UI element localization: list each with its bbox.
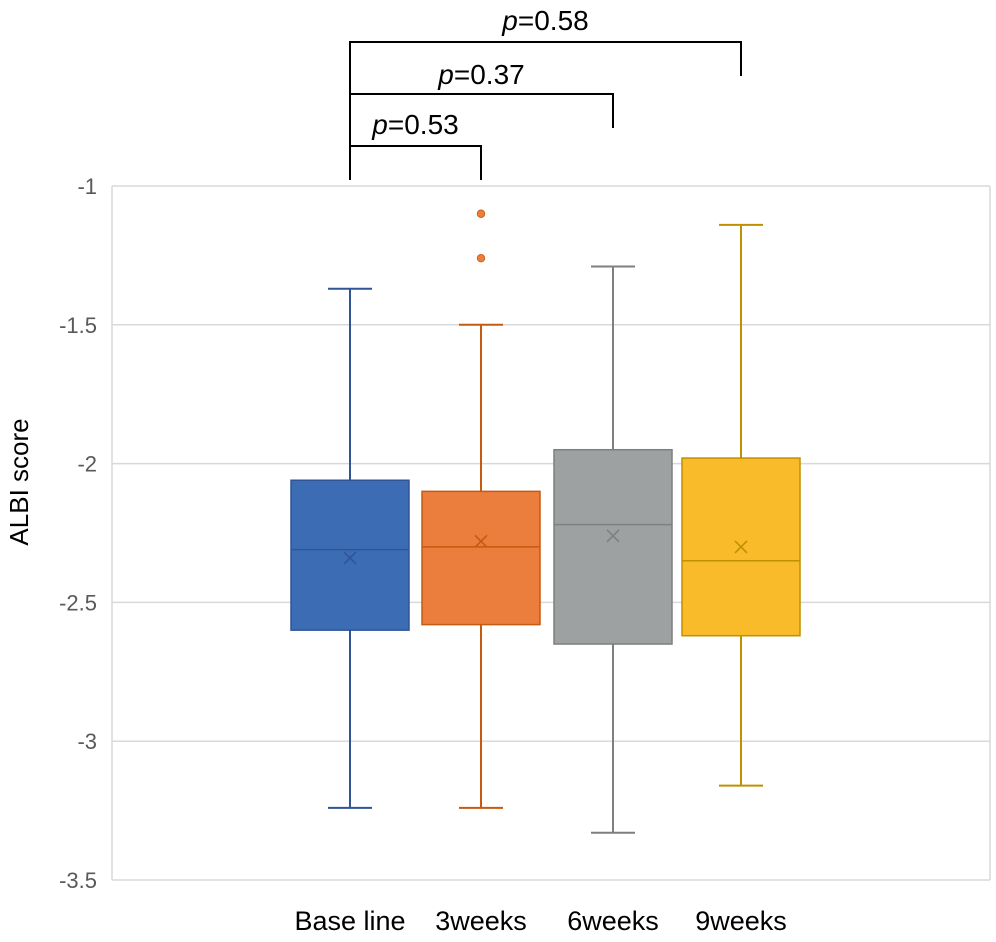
p-symbol: p xyxy=(501,5,518,36)
mean-marker-stroke xyxy=(474,534,488,548)
y-axis-title: ALBI score xyxy=(4,418,34,545)
p-value: =0.53 xyxy=(388,109,459,140)
y-tick-label: -2 xyxy=(77,452,97,477)
mean-marker-stroke xyxy=(734,540,748,554)
p-symbol: p xyxy=(371,109,388,140)
bracket-line xyxy=(349,145,482,180)
box-series xyxy=(290,209,801,834)
box-3weeks xyxy=(421,209,541,809)
significance-brackets: p=0.53p=0.37p=0.58 xyxy=(349,5,742,180)
p-value-label: p=0.37 xyxy=(437,59,524,90)
box-base-line xyxy=(290,287,410,809)
box-body xyxy=(421,490,541,626)
gridlines xyxy=(111,185,991,881)
bracket-3weeks: p=0.53 xyxy=(349,109,482,180)
y-tick-label: -1.5 xyxy=(59,313,97,338)
mean-marker-stroke xyxy=(606,529,620,543)
box-6weeks xyxy=(553,265,673,834)
mean-marker xyxy=(734,540,748,554)
box-body xyxy=(290,479,410,631)
p-value: =0.58 xyxy=(518,5,589,36)
outlier-point xyxy=(476,209,486,218)
y-tick-label: -1 xyxy=(77,174,97,199)
y-tick-labels: -1 -1.5 -2 -2.5 -3 -3.5 xyxy=(59,174,97,893)
y-tick-label: -2.5 xyxy=(59,590,97,615)
p-symbol: p xyxy=(437,59,454,90)
x-category-label: 9weeks xyxy=(695,906,787,936)
outlier-point xyxy=(476,253,486,263)
y-tick-label: -3 xyxy=(77,729,97,754)
bracket-9weeks: p=0.58 xyxy=(349,5,742,180)
box-body xyxy=(553,448,673,645)
mean-marker xyxy=(606,529,620,543)
box-9weeks xyxy=(681,223,801,787)
mean-marker-stroke xyxy=(343,551,357,565)
bracket-line xyxy=(349,41,742,180)
p-value: =0.37 xyxy=(454,59,525,90)
p-value-label: p=0.53 xyxy=(371,109,458,140)
mean-marker xyxy=(343,551,357,565)
bracket-6weeks: p=0.37 xyxy=(349,59,614,180)
x-category-label: 6weeks xyxy=(567,906,659,936)
p-value-label: p=0.58 xyxy=(501,5,588,36)
x-category-label: 3weeks xyxy=(435,906,527,936)
x-category-label: Base line xyxy=(294,906,405,936)
x-category-labels: Base line 3weeks 6weeks 9weeks xyxy=(294,906,786,936)
y-tick-label: -3.5 xyxy=(59,868,97,893)
mean-marker xyxy=(474,534,488,548)
